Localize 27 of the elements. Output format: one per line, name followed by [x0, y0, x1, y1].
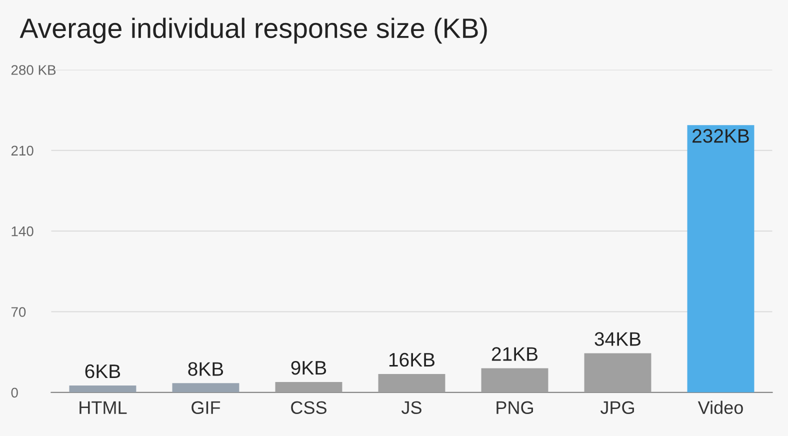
- y-tick-label: 210: [11, 146, 34, 156]
- bar: [584, 353, 652, 392]
- bar: [172, 383, 240, 392]
- data-label: 9KB: [291, 360, 326, 375]
- data-label: 16KB: [389, 352, 434, 367]
- bar: [275, 382, 342, 392]
- y-tick-label: 70: [11, 307, 26, 317]
- data-label: 6KB: [85, 364, 120, 378]
- bar: [481, 368, 548, 392]
- y-tick-label: 0: [11, 388, 18, 398]
- data-label: 232KB: [692, 129, 749, 143]
- x-tick-label: JPG: [600, 401, 634, 414]
- chart-title: Average individual response size (KB): [20, 18, 487, 44]
- data-label: 34KB: [594, 332, 640, 346]
- x-tick-label: PNG: [496, 401, 533, 414]
- x-tick-label: HTML: [80, 401, 127, 414]
- y-tick-label: 140: [12, 226, 34, 236]
- x-tick-label: CSS: [291, 401, 326, 414]
- data-label: 21KB: [492, 347, 538, 361]
- x-tick-label: GIF: [192, 401, 220, 414]
- x-tick-label: Video: [698, 400, 743, 414]
- x-tick-label: JS: [401, 401, 422, 414]
- y-tick-label: 280 KB: [11, 65, 56, 75]
- bar: [687, 125, 754, 392]
- bar: [69, 385, 136, 392]
- data-label: 8KB: [188, 362, 224, 376]
- bar: [378, 374, 446, 392]
